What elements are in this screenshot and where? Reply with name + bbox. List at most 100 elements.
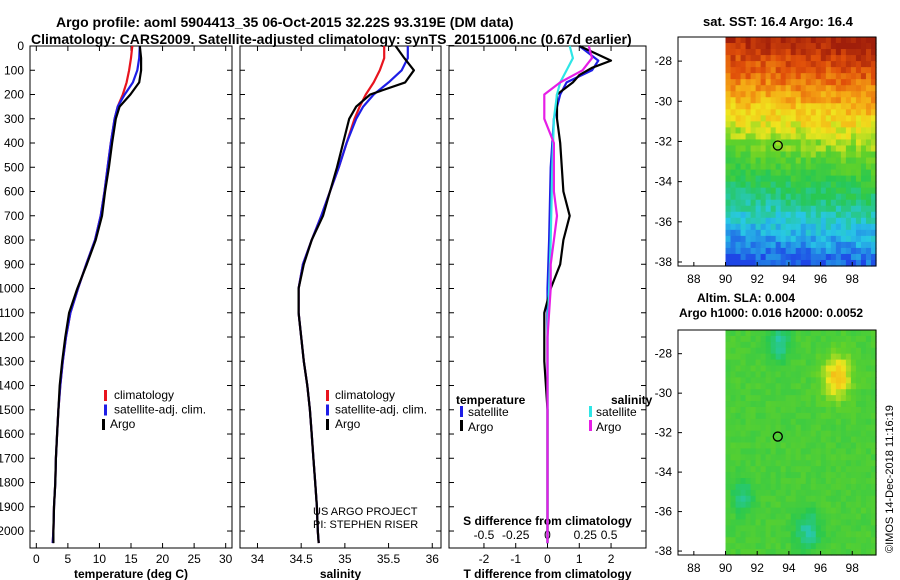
sla-heatmap-cell (800, 330, 807, 337)
sla-heatmap-cell (835, 448, 842, 455)
sst-heatmap-cell (840, 37, 847, 44)
sst-heatmap-cell (805, 241, 812, 249)
sla-heatmap-cell (755, 454, 762, 461)
sla-heatmap-cell (725, 472, 732, 479)
sst-heatmap-cell (840, 145, 847, 153)
sla-heatmap-cell (785, 341, 792, 349)
sla-heatmap-cell (845, 448, 852, 455)
sla-heatmap-cell (850, 389, 857, 396)
sla-heatmap-cell (805, 359, 812, 367)
sla-heatmap-cell (865, 395, 872, 402)
temperature-series-line (51, 45, 134, 544)
sst-heatmap-cell (805, 235, 812, 243)
sst-heatmap-cell (865, 241, 872, 249)
sst-heatmap-cell (810, 121, 817, 128)
sla-heatmap-cell (770, 495, 777, 503)
sla-heatmap-cell (800, 448, 807, 455)
sst-heatmap-cell (830, 241, 837, 249)
sla-heatmap-cell (795, 466, 802, 473)
sla-heatmap-cell (845, 501, 852, 509)
sla-heatmap-cell (740, 371, 747, 378)
sla-heatmap-cell (730, 507, 737, 515)
sla-heatmap-cell (800, 513, 807, 521)
sst-heatmap-cell (730, 253, 737, 261)
sla-heatmap-cell (745, 543, 752, 550)
sst-heatmap-cell (745, 247, 752, 255)
sst-heatmap-cell (765, 151, 772, 159)
sla-heatmap-cell (760, 549, 767, 556)
sla-heatmap-cell (830, 483, 837, 491)
sla-heatmap-cell (865, 359, 872, 367)
sla-heatmap-cell (750, 335, 757, 343)
sla-heatmap-cell (780, 525, 787, 532)
sla-heatmap-cell (825, 501, 832, 509)
sla-heatmap-cell (725, 501, 732, 509)
temperature-xtick-label: 20 (156, 552, 170, 566)
sla-heatmap-cell (825, 347, 832, 355)
sst-heatmap-cell (770, 241, 777, 249)
sla-heatmap-cell (770, 347, 777, 355)
sst-heatmap-cell (800, 259, 807, 267)
difference-xtick-label: 2 (608, 552, 615, 566)
sst-heatmap-cell (775, 85, 782, 92)
sst-heatmap-cell (800, 55, 807, 62)
sst-heatmap-cell (850, 187, 857, 195)
sla-heatmap-cell (735, 347, 742, 355)
temperature-legend-swatch (104, 404, 107, 416)
sst-heatmap-cell (795, 259, 802, 267)
sst-heatmap-cell (850, 55, 857, 62)
sla-heatmap-cell (855, 389, 862, 396)
sla-heatmap-cell (785, 442, 792, 450)
sla-heatmap-cell (810, 519, 817, 526)
sst-heatmap-cell (855, 37, 862, 44)
sst-heatmap-cell (775, 37, 782, 44)
sst-heatmap-cell (830, 193, 837, 201)
depth-tick-label: 1700 (0, 451, 24, 465)
sst-heatmap-cell (800, 163, 807, 171)
sla-heatmap-cell (740, 335, 747, 343)
sla-heatmap-cell (755, 389, 762, 396)
sst-heatmap-cell (810, 145, 817, 153)
sst-heatmap-cell (790, 211, 797, 219)
sla-heatmap-cell (810, 501, 817, 509)
difference-xtick-label: -2 (479, 552, 490, 566)
sla-heatmap-cell (740, 424, 747, 432)
sst-heatmap-cell (815, 187, 822, 195)
sst-heatmap-cell (870, 121, 877, 128)
sla-heatmap-cell (725, 513, 732, 521)
sst-heatmap-cell (835, 43, 842, 50)
sla-heatmap-cell (790, 395, 797, 402)
sla-heatmap-cell (780, 519, 787, 526)
sla-heatmap-cell (815, 365, 822, 373)
sla-heatmap-cell (820, 436, 827, 444)
sst-heatmap-cell (825, 241, 832, 249)
sla-heatmap-cell (840, 389, 847, 396)
sst-heatmap-cell (735, 79, 742, 86)
sst-heatmap-cell (730, 157, 737, 165)
sst-heatmap-cell (865, 115, 872, 122)
sla-heatmap-cell (790, 347, 797, 355)
sst-heatmap-cell (815, 259, 822, 267)
sla-heatmap-cell (865, 424, 872, 432)
sst-heatmap-cell (745, 181, 752, 189)
sla-heatmap-cell (740, 389, 747, 396)
sst-heatmap-cell (800, 73, 807, 80)
sst-heatmap-cell (760, 145, 767, 153)
sla-heatmap-cell (735, 501, 742, 509)
sst-heatmap-cell (800, 169, 807, 177)
sst-heatmap-cell (860, 157, 867, 165)
sla-heatmap-cell (845, 353, 852, 361)
sla-heatmap-cell (815, 489, 822, 497)
sla-heatmap-cell (785, 412, 792, 420)
sla-heatmap-cell (790, 383, 797, 390)
sst-heatmap-cell (780, 169, 787, 177)
sst-heatmap-cell (750, 259, 757, 267)
sla-heatmap-cell (725, 406, 732, 414)
sst-heatmap-cell (850, 229, 857, 237)
sst-heatmap-cell (755, 211, 762, 219)
sst-heatmap-cell (820, 199, 827, 207)
sst-heatmap-cell (750, 241, 757, 249)
sst-heatmap-cell (740, 259, 747, 267)
sst-heatmap-cell (845, 85, 852, 92)
sla-heatmap-cell (780, 501, 787, 509)
